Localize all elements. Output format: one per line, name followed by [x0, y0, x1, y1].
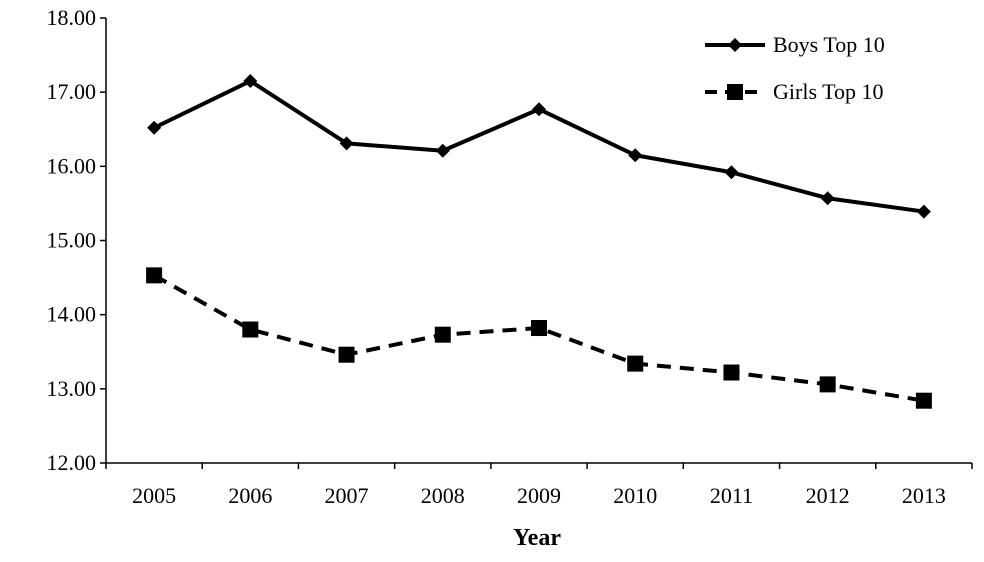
legend-item-girls-top-10: Girls Top 10	[705, 79, 884, 104]
y-tick-label: 14.00	[47, 302, 97, 327]
series-girls-top-10	[146, 267, 932, 409]
series-boys-top-10	[147, 74, 931, 219]
legend-marker	[728, 38, 742, 52]
tick-labels: 12.00 13.00 14.00 15.00 16.00 17.00 18.00 2005 2…	[47, 5, 946, 508]
data-point	[435, 143, 450, 158]
data-point	[820, 191, 835, 206]
data-point	[916, 204, 931, 219]
x-tick-label: 2011	[710, 483, 753, 508]
data-point	[532, 102, 546, 117]
y-tick-label: 15.00	[47, 228, 97, 253]
legend-label: Boys Top 10	[773, 32, 885, 57]
x-tick-label: 2010	[613, 483, 657, 508]
data-point	[147, 120, 162, 135]
legend-marker	[727, 84, 743, 100]
data-point	[628, 148, 643, 163]
data-point	[724, 165, 739, 180]
legend-item-boys-top-10: Boys Top 10	[705, 32, 885, 57]
data-point	[627, 355, 644, 372]
x-tick-label: 2013	[902, 483, 946, 508]
x-tick-label: 2006	[228, 483, 272, 508]
series-group	[146, 74, 932, 409]
data-point	[531, 320, 547, 337]
data-point	[723, 364, 740, 381]
x-tick-label: 2005	[132, 483, 176, 508]
data-point	[243, 74, 258, 89]
x-tick-label: 2007	[325, 483, 369, 508]
data-point	[242, 321, 259, 338]
legend-label: Girls Top 10	[773, 79, 884, 104]
y-tick-label: 17.00	[47, 79, 97, 104]
series-line	[153, 273, 925, 403]
data-point	[339, 136, 354, 151]
data-point	[338, 346, 355, 363]
data-point	[434, 326, 451, 343]
x-tick-label: 2009	[517, 483, 561, 508]
axes	[100, 17, 973, 469]
y-tick-label: 18.00	[47, 5, 97, 30]
y-tick-label: 13.00	[47, 376, 97, 401]
x-tick-label: 2008	[421, 483, 465, 508]
data-point	[915, 392, 932, 409]
data-point	[146, 267, 163, 284]
legend: Boys Top 10 Girls Top 10	[705, 32, 885, 104]
y-tick-label: 16.00	[47, 153, 97, 178]
x-tick-label: 2012	[806, 483, 850, 508]
y-tick-label: 12.00	[47, 450, 97, 475]
data-point	[819, 376, 836, 393]
x-axis-title: Year	[513, 525, 561, 551]
